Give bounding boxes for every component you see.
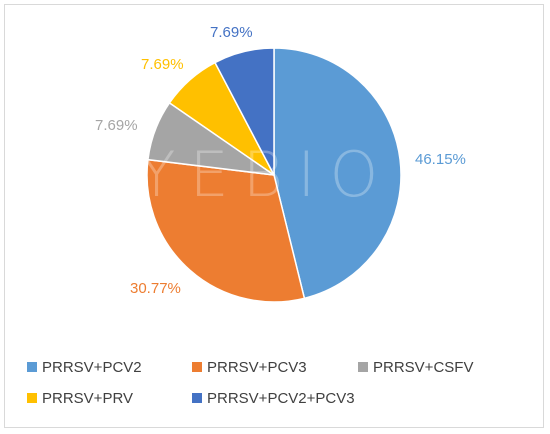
pie-slices [146,47,402,303]
data-labels: 46.15% 30.77% 7.69% 7.69% 7.69% [95,24,466,297]
legend-label-3: PRRSV+CSFV [373,359,473,376]
legend-swatch-5 [192,393,202,403]
legend-label-1: PRRSV+PCV2 [42,359,142,376]
legend: PRRSV+PCV2 PRRSV+PCV3 PRRSV+CSFV PRRSV+PRV P… [27,359,473,407]
legend-swatch-2 [192,362,202,372]
legend-swatch-1 [27,362,37,372]
legend-label-5: PRRSV+PCV2+PCV3 [207,390,355,407]
legend-swatch-3 [358,362,368,372]
legend-swatch-4 [27,393,37,403]
legend-label-4: PRRSV+PRV [42,390,133,407]
pie-slice-5 [213,47,275,176]
data-label-2: 30.77% [130,280,181,297]
data-label-5: 7.69% [210,24,253,41]
legend-label-2: PRRSV+PCV3 [207,359,307,376]
data-label-4: 7.69% [141,56,184,73]
data-label-1: 46.15% [415,151,466,168]
pie-slice-1 [273,47,402,300]
pie-slice-2 [146,158,306,303]
watermark: YEBIO [138,138,393,211]
data-label-3: 7.69% [95,117,138,134]
